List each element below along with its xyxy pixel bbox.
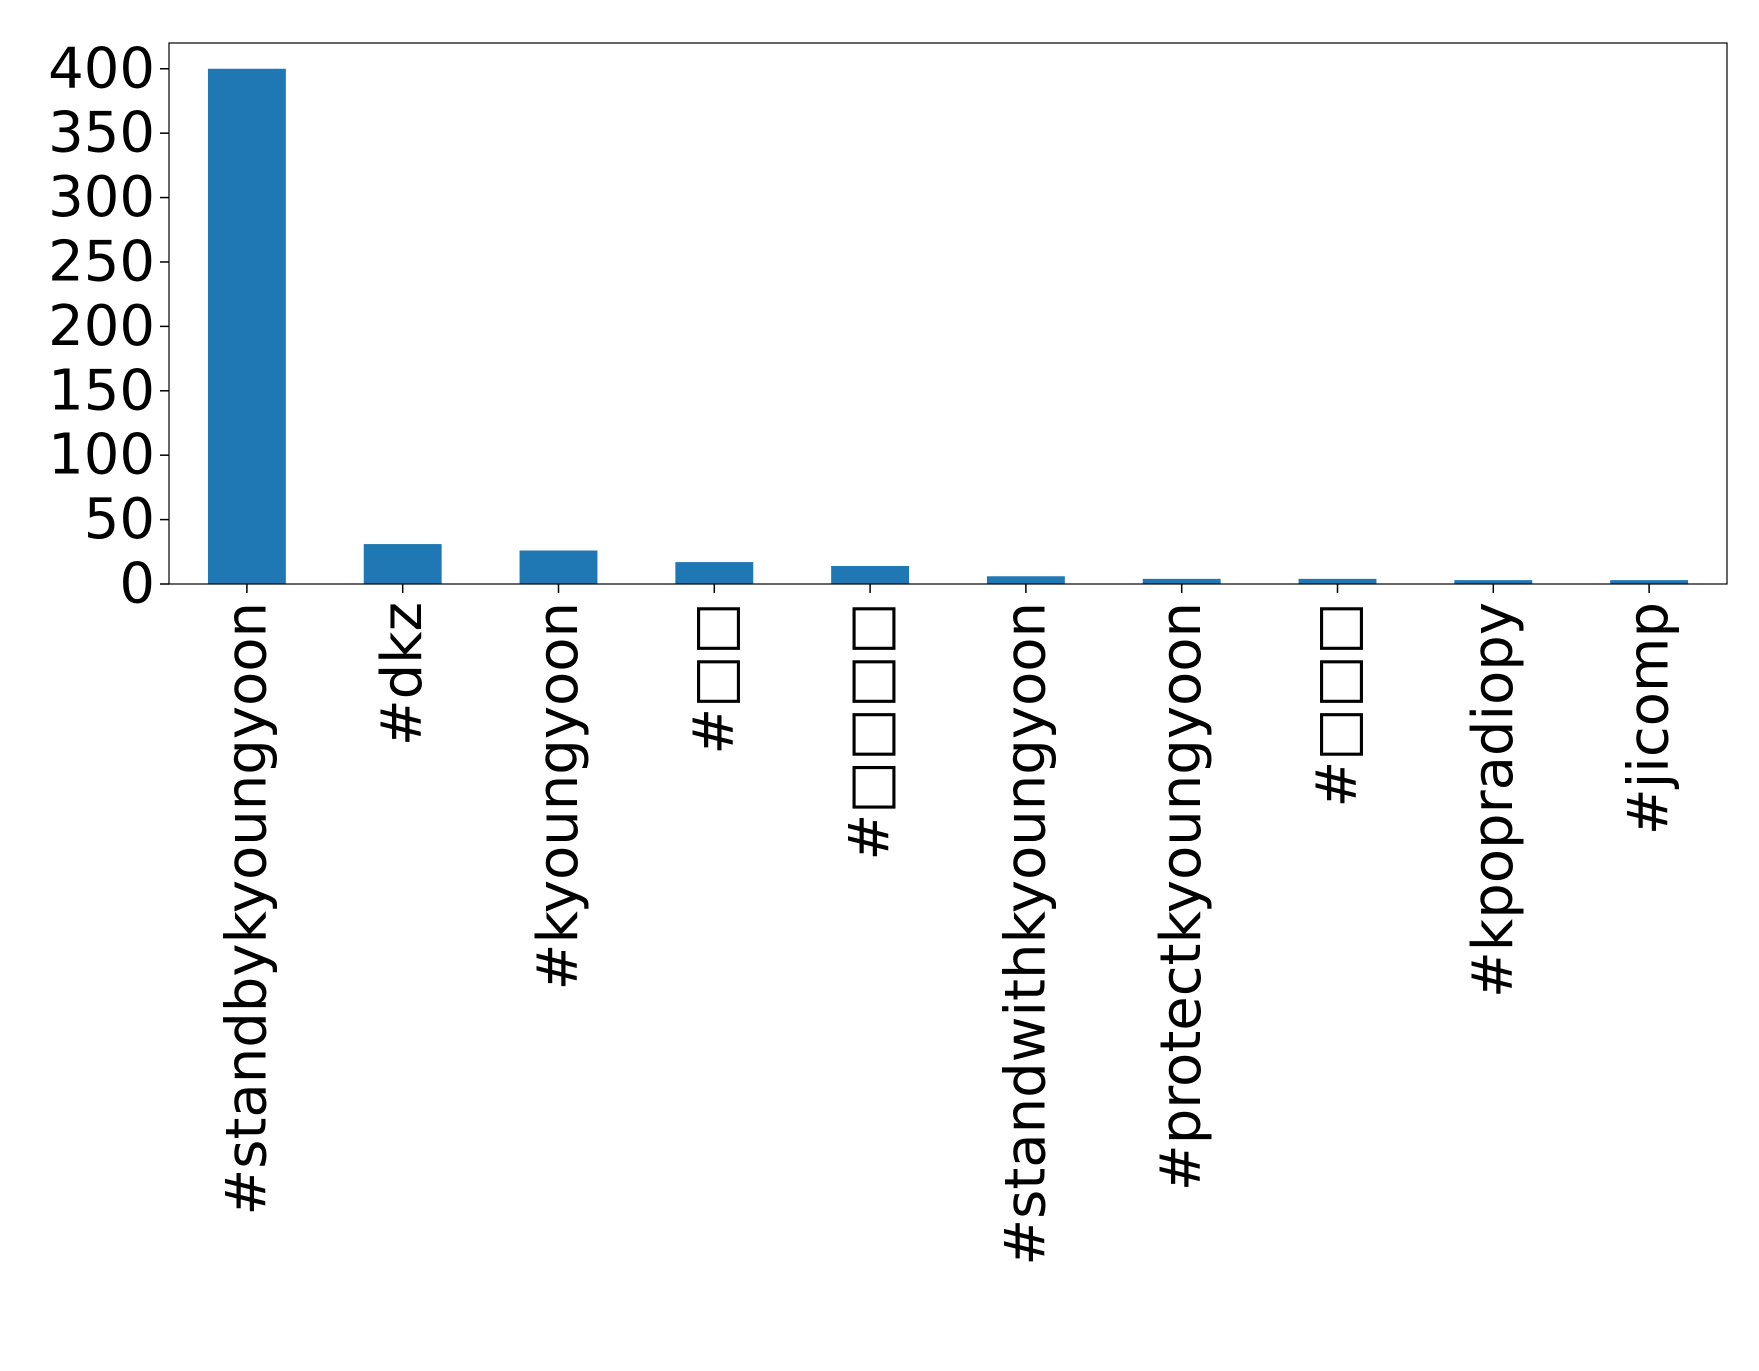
y-tick-label: 250 <box>48 229 155 294</box>
x-tick-label: #dkz <box>370 602 435 746</box>
bar <box>831 565 910 584</box>
y-tick-label: 100 <box>48 423 155 488</box>
y-tick-label: 350 <box>48 101 155 166</box>
bar <box>363 544 442 584</box>
x-tick-label: #kyoungyoon <box>526 602 591 990</box>
bar <box>1454 580 1533 584</box>
bar <box>519 550 598 584</box>
x-tick-label: #□□□□ <box>838 602 903 861</box>
bar <box>1610 580 1689 584</box>
x-tick-label: #□□ <box>682 602 747 755</box>
x-tick-label: #□□□ <box>1305 602 1370 808</box>
bar <box>675 562 754 584</box>
bar <box>1142 578 1221 584</box>
y-tick-label: 300 <box>48 165 155 230</box>
plot-frame <box>168 42 1728 585</box>
bar <box>986 576 1065 584</box>
x-tick-label: #standwithkyoungyoon <box>993 602 1058 1266</box>
y-tick-label: 200 <box>48 294 155 359</box>
x-tick-label: #jicomp <box>1617 602 1682 835</box>
x-tick-label: #standbykyoungyoon <box>214 602 279 1216</box>
x-tick-label: #kpopradiopy <box>1461 602 1526 998</box>
y-tick-label: 0 <box>119 552 155 617</box>
bar <box>207 68 286 584</box>
y-tick-label: 400 <box>48 36 155 101</box>
x-tick-label: #protectkyoungyoon <box>1149 602 1214 1191</box>
y-tick-label: 150 <box>48 358 155 423</box>
bar <box>1298 578 1377 584</box>
y-tick-label: 50 <box>84 487 155 552</box>
